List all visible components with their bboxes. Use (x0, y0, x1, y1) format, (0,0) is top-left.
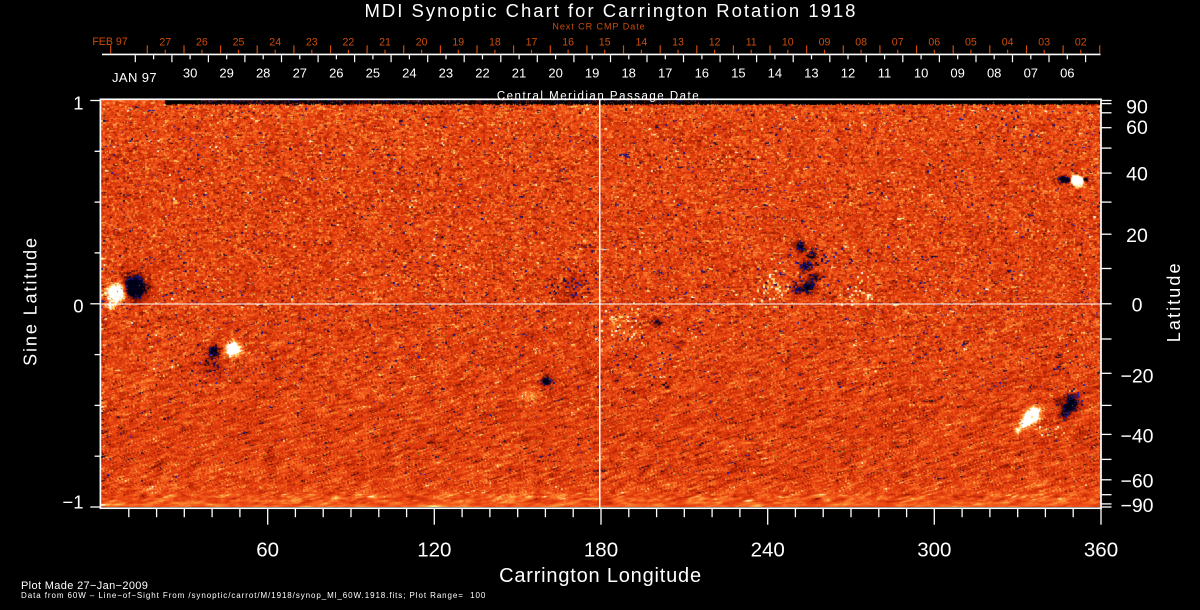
svg-text:FEB 97: FEB 97 (92, 36, 127, 48)
svg-text:20: 20 (416, 37, 428, 49)
svg-text:12: 12 (709, 37, 721, 49)
svg-text:Data from 60W – Line−of−Sight: Data from 60W – Line−of−Sight From /syno… (21, 591, 486, 600)
svg-text:09: 09 (819, 37, 831, 49)
svg-text:21: 21 (512, 66, 526, 81)
svg-text:30: 30 (183, 66, 197, 81)
svg-text:14: 14 (636, 37, 648, 49)
svg-text:06: 06 (928, 37, 940, 49)
svg-text:07: 07 (1024, 66, 1038, 81)
svg-text:26: 26 (329, 66, 343, 81)
svg-text:28: 28 (256, 66, 270, 81)
svg-text:24: 24 (269, 37, 281, 49)
svg-text:20: 20 (548, 66, 562, 81)
svg-text:10: 10 (914, 66, 928, 81)
svg-text:−40: −40 (1120, 425, 1153, 447)
svg-text:03: 03 (1038, 37, 1050, 49)
svg-text:Plot Made 27−Jan−2009: Plot Made 27−Jan−2009 (21, 580, 148, 592)
svg-text:15: 15 (731, 66, 745, 81)
svg-text:90: 90 (1126, 97, 1148, 119)
svg-text:−90: −90 (1120, 495, 1153, 517)
svg-text:22: 22 (475, 66, 489, 81)
svg-text:08: 08 (855, 37, 867, 49)
svg-text:300: 300 (917, 539, 951, 562)
svg-text:27: 27 (159, 37, 171, 49)
svg-text:06: 06 (1060, 66, 1074, 81)
svg-text:MDI Synoptic Chart for Carring: MDI Synoptic Chart for Carrington Rotati… (365, 0, 858, 21)
svg-text:27: 27 (293, 66, 307, 81)
svg-text:21: 21 (379, 37, 391, 49)
svg-text:15: 15 (599, 37, 611, 49)
svg-text:12: 12 (841, 66, 855, 81)
svg-text:JAN 97: JAN 97 (112, 70, 157, 85)
svg-text:05: 05 (965, 37, 977, 49)
svg-text:40: 40 (1126, 164, 1148, 186)
svg-text:240: 240 (751, 539, 785, 562)
svg-text:19: 19 (452, 37, 464, 49)
svg-text:11: 11 (746, 37, 757, 49)
svg-text:−60: −60 (1120, 471, 1153, 493)
svg-text:0: 0 (1132, 295, 1143, 317)
svg-text:02: 02 (1075, 37, 1087, 49)
svg-text:26: 26 (196, 37, 208, 49)
svg-text:25: 25 (366, 66, 380, 81)
svg-text:29: 29 (219, 66, 233, 81)
svg-text:16: 16 (695, 66, 709, 81)
svg-text:24: 24 (402, 66, 416, 81)
svg-text:23: 23 (306, 37, 318, 49)
svg-text:09: 09 (950, 66, 964, 81)
svg-text:17: 17 (526, 37, 538, 49)
svg-text:11: 11 (878, 66, 892, 81)
svg-text:17: 17 (658, 66, 672, 81)
svg-text:Carrington Longitude: Carrington Longitude (499, 565, 702, 587)
svg-text:13: 13 (804, 66, 818, 81)
svg-text:Latitude: Latitude (1164, 261, 1184, 342)
svg-text:180: 180 (584, 539, 618, 562)
svg-text:Central Meridian Passage Date: Central Meridian Passage Date (497, 91, 700, 103)
svg-text:19: 19 (585, 66, 599, 81)
svg-text:13: 13 (672, 37, 684, 49)
svg-text:360: 360 (1084, 539, 1118, 562)
svg-text:0: 0 (73, 296, 83, 317)
svg-text:60: 60 (256, 539, 279, 562)
svg-text:18: 18 (621, 66, 635, 81)
svg-text:16: 16 (562, 37, 574, 49)
svg-text:14: 14 (768, 66, 782, 81)
svg-text:60: 60 (1126, 117, 1148, 139)
svg-text:23: 23 (439, 66, 453, 81)
svg-text:20: 20 (1126, 225, 1148, 247)
svg-text:18: 18 (489, 37, 501, 49)
svg-text:Sine Latitude: Sine Latitude (21, 236, 41, 366)
svg-text:10: 10 (782, 37, 794, 49)
svg-text:22: 22 (343, 37, 355, 49)
svg-text:−20: −20 (1120, 366, 1153, 388)
svg-text:Next CR CMP Date: Next CR CMP Date (552, 22, 645, 32)
svg-text:07: 07 (892, 37, 904, 49)
svg-text:1: 1 (73, 93, 83, 114)
svg-text:04: 04 (1002, 37, 1014, 49)
svg-text:08: 08 (987, 66, 1001, 81)
svg-text:25: 25 (233, 37, 245, 49)
svg-text:−1: −1 (62, 492, 83, 513)
svg-text:120: 120 (417, 539, 451, 562)
